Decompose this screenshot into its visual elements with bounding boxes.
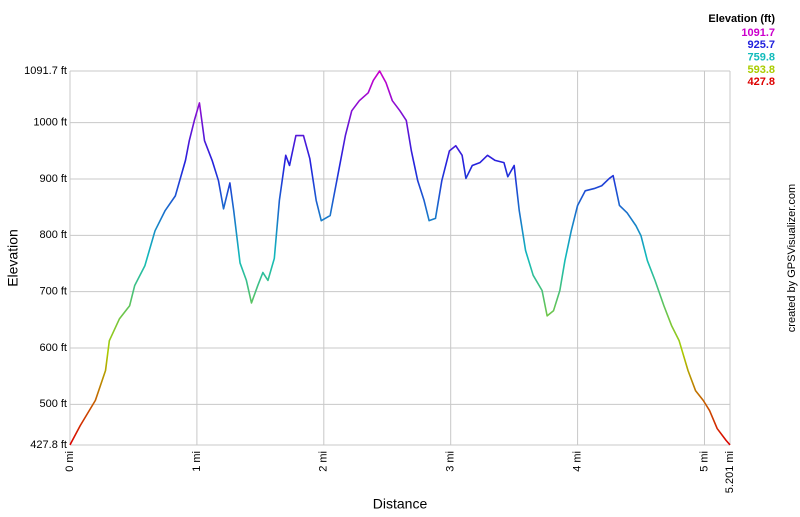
x-axis-label: Distance	[373, 496, 428, 512]
elevation-line	[69, 70, 731, 446]
credit: created by GPSVisualizer.com	[786, 184, 798, 332]
legend-value: 593.8	[747, 64, 775, 76]
legend-title: Elevation (ft)	[708, 13, 775, 25]
legend-value: 759.8	[747, 52, 775, 64]
y-tick-label: 800 ft	[39, 229, 67, 241]
x-tick-label: 1 mi	[191, 451, 203, 472]
y-tick-label: 500 ft	[39, 398, 67, 410]
legend-value: 427.8	[747, 76, 775, 88]
legend-value: 1091.7	[741, 27, 775, 39]
x-tick-label: 2 mi	[318, 451, 330, 472]
x-tick-label: 5 mi	[698, 451, 710, 472]
y-tick-label: 600 ft	[39, 342, 67, 354]
y-tick-label: 900 ft	[39, 173, 67, 185]
y-tick-label: 1091.7 ft	[24, 65, 67, 77]
legend-value: 925.7	[747, 39, 775, 51]
y-axis-label: Elevation	[5, 229, 21, 287]
x-tick-label: 4 mi	[572, 451, 584, 472]
y-tick-label: 700 ft	[39, 286, 67, 298]
x-tick-label: 0 mi	[64, 451, 76, 472]
y-tick-label: 427.8 ft	[30, 439, 67, 451]
x-tick-label: 5.201 mi	[724, 451, 736, 493]
y-tick-label: 1000 ft	[33, 117, 67, 129]
x-tick-label: 3 mi	[445, 451, 457, 472]
